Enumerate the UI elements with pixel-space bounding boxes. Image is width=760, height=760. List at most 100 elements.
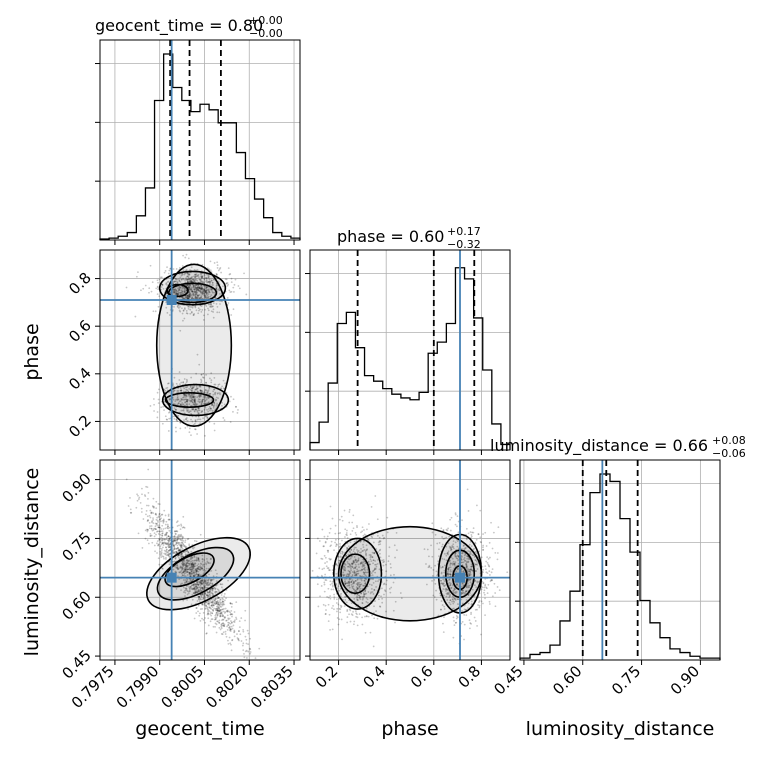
scatter-geocent-time-vs-phase-point-613 [216, 264, 219, 267]
scatter-geocent-time-vs-phase-point-949 [195, 403, 198, 406]
scatter-geocent-time-vs-luminosity-distance-point-837 [154, 550, 156, 553]
scatter-geocent-time-vs-phase-point-200 [196, 294, 199, 297]
scatter-geocent-time-vs-phase-point-411 [191, 386, 194, 388]
scatter-phase-vs-luminosity-distance-point-576 [348, 521, 351, 524]
scatter-geocent-time-vs-phase-point-895 [215, 272, 218, 275]
scatter-geocent-time-vs-luminosity-distance-point-861 [182, 515, 185, 518]
scatter-geocent-time-vs-luminosity-distance-point-694 [158, 530, 161, 533]
scatter-phase-vs-luminosity-distance-point-1575 [349, 609, 352, 612]
scatter-geocent-time-vs-phase-point-245 [203, 288, 206, 291]
scatter-geocent-time-vs-luminosity-distance-point-273 [223, 595, 226, 598]
scatter-geocent-time-vs-phase-point-25 [180, 409, 183, 412]
scatter-geocent-time-vs-phase-point-1076 [174, 426, 177, 429]
scatter-geocent-time-vs-phase-point-80 [195, 273, 198, 276]
scatter-geocent-time-vs-phase-point-666 [189, 399, 192, 402]
scatter-geocent-time-vs-phase-point-204 [188, 293, 191, 296]
scatter-geocent-time-vs-phase-point-444 [219, 303, 221, 305]
scatter-geocent-time-vs-luminosity-distance-point-1378 [193, 539, 196, 542]
scatter-geocent-time-vs-phase-point-779 [193, 398, 196, 401]
xticklabel-luminosity-distance-2: 0.75 [608, 662, 644, 698]
scatter-geocent-time-vs-phase-point-983 [152, 398, 155, 400]
scatter-phase-vs-luminosity-distance-point-1487 [449, 529, 452, 532]
scatter-geocent-time-vs-phase-point-254 [213, 278, 215, 281]
scatter-geocent-time-vs-luminosity-distance-point-542 [238, 626, 241, 629]
scatter-geocent-time-vs-phase-point-185 [208, 393, 211, 395]
title-luminosity-distance: luminosity_distance = 0.66 [490, 436, 708, 456]
hist-luminosity-distance-frame [519, 459, 721, 661]
scatter-geocent-time-vs-luminosity-distance-point-1129 [161, 532, 164, 535]
scatter-phase-vs-luminosity-distance-point-1135 [356, 624, 359, 627]
scatter-geocent-time-vs-luminosity-distance-point-1404 [248, 647, 251, 650]
scatter-geocent-time-vs-luminosity-distance-point-1317 [176, 542, 179, 545]
scatter-geocent-time-vs-luminosity-distance-point-881 [182, 526, 185, 529]
scatter-geocent-time-vs-phase-point-868 [200, 378, 202, 381]
scatter-phase-vs-luminosity-distance-point-687 [337, 623, 340, 626]
scatter-geocent-time-vs-luminosity-distance-point-1541 [217, 596, 220, 599]
scatter-geocent-time-vs-luminosity-distance-point-573 [246, 629, 249, 632]
scatter-geocent-time-vs-phase-point-545 [188, 295, 191, 298]
scatter-geocent-time-vs-luminosity-distance-point-1073 [151, 521, 153, 524]
scatter-geocent-time-vs-luminosity-distance-point-1401 [167, 552, 170, 555]
scatter-geocent-time-vs-phase-point-905 [178, 400, 181, 403]
scatter-geocent-time-vs-phase-point-1024 [180, 272, 183, 275]
scatter-phase-vs-luminosity-distance-point-1397 [332, 584, 334, 587]
scatter-phase-vs-luminosity-distance-point-1074 [346, 621, 349, 624]
scatter-phase-vs-luminosity-distance-point-799 [476, 625, 478, 627]
scatter-geocent-time-vs-phase-point-804 [172, 390, 175, 393]
scatter-geocent-time-vs-phase-point-1044 [197, 294, 200, 297]
scatter-phase-vs-luminosity-distance-point-1243 [482, 533, 484, 535]
scatter-geocent-time-vs-phase-point-870 [178, 379, 181, 381]
scatter-geocent-time-vs-phase-point-668 [205, 289, 208, 292]
scatter-geocent-time-vs-luminosity-distance-point-544 [218, 626, 221, 629]
scatter-phase-vs-luminosity-distance-point-830 [486, 556, 489, 559]
scatter-phase-vs-luminosity-distance-point-1518 [321, 558, 324, 560]
scatter-geocent-time-vs-phase-point-280 [188, 394, 190, 397]
scatter-geocent-time-vs-luminosity-distance-point-250 [230, 625, 233, 628]
scatter-geocent-time-vs-phase-point-957 [189, 308, 192, 311]
scatter-phase-vs-luminosity-distance-point-196 [364, 615, 366, 618]
scatter-geocent-time-vs-phase-point-277 [185, 296, 188, 299]
scatter-geocent-time-vs-phase-point-1012 [195, 292, 198, 294]
scatter-geocent-time-vs-phase-point-1215 [162, 405, 164, 408]
scatter-geocent-time-vs-phase-point-1484 [236, 412, 239, 414]
scatter-geocent-time-vs-phase-point-570 [204, 406, 207, 409]
scatter-phase-vs-luminosity-distance-point-333 [327, 603, 330, 606]
scatter-geocent-time-vs-luminosity-distance-point-170 [231, 615, 233, 618]
scatter-geocent-time-vs-phase-point-833 [188, 296, 191, 299]
scatter-geocent-time-vs-luminosity-distance-point-1403 [146, 530, 149, 533]
scatter-geocent-time-vs-phase-point-171 [153, 410, 155, 412]
scatter-phase-vs-luminosity-distance-point-1447 [334, 524, 337, 527]
scatter-geocent-time-vs-phase-point-330 [201, 292, 204, 295]
scatter-geocent-time-vs-phase-point-429 [212, 404, 215, 407]
scatter-phase-vs-luminosity-distance-point-1084 [468, 619, 471, 622]
scatter-geocent-time-vs-phase-point-313 [174, 280, 177, 283]
scatter-geocent-time-vs-phase-point-84 [200, 281, 202, 284]
scatter-geocent-time-vs-phase-point-978 [186, 284, 188, 287]
scatter-geocent-time-vs-phase-point-502 [213, 402, 216, 405]
scatter-geocent-time-vs-phase-point-1018 [190, 276, 193, 279]
scatter-geocent-time-vs-phase-point-934 [199, 390, 202, 392]
scatter-geocent-time-vs-luminosity-distance-point-1537 [180, 524, 183, 527]
scatter-phase-vs-luminosity-distance-point-60 [467, 510, 470, 512]
scatter-geocent-time-vs-luminosity-distance-point-676 [227, 621, 230, 624]
scatter-phase-vs-luminosity-distance-point-1560 [367, 615, 370, 618]
scatter-geocent-time-vs-phase-point-489 [205, 292, 208, 295]
scatter-geocent-time-vs-luminosity-distance-point-1484 [160, 517, 162, 520]
scatter-geocent-time-vs-phase-point-1422 [157, 286, 159, 289]
scatter-geocent-time-vs-phase-point-310 [215, 288, 218, 291]
scatter-geocent-time-vs-luminosity-distance-point-750 [168, 518, 171, 521]
scatter-geocent-time-vs-luminosity-distance-point-1143 [198, 612, 201, 615]
scatter-geocent-time-vs-phase-point-322 [210, 399, 213, 402]
scatter-geocent-time-vs-phase-point-303 [166, 418, 168, 421]
scatter-geocent-time-vs-phase-point-152 [202, 376, 204, 379]
scatter-geocent-time-vs-phase-point-300 [194, 278, 196, 281]
scatter-geocent-time-vs-phase-point-24 [202, 290, 205, 293]
scatter-geocent-time-vs-luminosity-distance-point-578 [227, 642, 230, 645]
scatter-phase-vs-luminosity-distance-point-1162 [490, 571, 493, 574]
scatter-geocent-time-vs-phase-point-225 [213, 404, 216, 406]
scatter-geocent-time-vs-phase-point-1054 [156, 391, 159, 394]
scatter-geocent-time-vs-phase-point-442 [184, 394, 187, 396]
scatter-phase-vs-luminosity-distance-point-92 [333, 596, 336, 598]
scatter-phase-vs-luminosity-distance-point-375 [349, 620, 352, 623]
scatter-geocent-time-vs-phase-point-279 [180, 398, 183, 400]
